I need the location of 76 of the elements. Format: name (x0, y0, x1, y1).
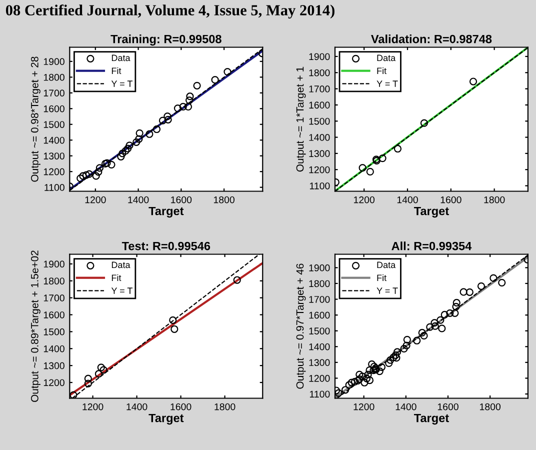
y-tick-label: 1500 (309, 328, 330, 334)
x-tick-label: 1600 (171, 196, 192, 204)
x-tick-label: 1800 (480, 403, 501, 410)
y-tick-label: 1500 (44, 328, 64, 336)
legend-label: Fit (377, 274, 386, 282)
x-tick-label: 1800 (214, 196, 234, 204)
y-tick-label: 1300 (309, 150, 330, 158)
y-tick-label: 1400 (44, 345, 64, 352)
y-tick-label: 1900 (44, 260, 64, 268)
y-tick-label: 1800 (309, 280, 330, 288)
legend-label: Y = T (376, 288, 398, 294)
y-tick-label: 1200 (309, 374, 330, 382)
y-tick-label: 1400 (309, 343, 330, 350)
y-tick-label: 1400 (309, 134, 330, 141)
legend-label: Fit (377, 67, 386, 74)
y-tick-label: 1400 (44, 136, 64, 144)
y-axis-title: Output ~= 1*Target + 1 (296, 66, 306, 172)
y-tick-label: 1200 (309, 166, 330, 174)
x-axis-title: Target (148, 206, 184, 218)
chart-title: All: R=0.99354 (392, 242, 472, 250)
y-tick-label: 1600 (44, 311, 64, 318)
y-tick-label: 1600 (309, 102, 330, 109)
y-tick-label: 1500 (44, 121, 64, 128)
text: 08 Certified Journal, Volume 4, Issue 5, May 2014) (6, 4, 334, 19)
legend-label: Data (377, 262, 396, 268)
legend-label: Fit (112, 274, 122, 282)
x-axis-title: Target (414, 206, 449, 218)
x-tick-label: 1600 (438, 403, 458, 410)
legend-label: Y = T (376, 80, 398, 87)
x-axis-title: Target (148, 414, 184, 425)
x-tick-label: 1400 (126, 403, 148, 410)
legend-label: Data (112, 262, 130, 268)
x-tick-label: 1400 (397, 196, 418, 204)
x-tick-label: 1400 (128, 196, 149, 204)
x-tick-label: 1600 (440, 196, 462, 204)
y-tick-label: 1700 (44, 294, 64, 302)
legend-label: Y = T (111, 288, 133, 294)
x-tick-label: 1800 (484, 196, 505, 204)
x-tick-label: 1200 (85, 196, 106, 204)
x-tick-label: 1400 (396, 403, 416, 410)
y-tick-label: 1900 (309, 264, 330, 272)
x-tick-label: 1200 (354, 196, 375, 204)
y-tick-label: 1800 (309, 69, 330, 76)
y-tick-label: 1800 (44, 74, 64, 81)
y-tick-label: 1800 (44, 278, 64, 284)
x-tick-label: 1200 (82, 403, 104, 410)
y-tick-label: 1600 (44, 105, 64, 112)
legend-label: Data (377, 54, 396, 62)
y-tick-label: 1600 (309, 312, 330, 319)
x-tick-label: 1200 (354, 403, 374, 410)
y-tick-label: 1300 (309, 359, 330, 366)
y-axis-title: Output ~= 0.98*Target + 28 (30, 56, 40, 182)
y-tick-label: 1100 (310, 182, 330, 190)
chart-title: Test: R=0.99546 (122, 242, 210, 250)
chart-title: Validation: R=0.98748 (371, 34, 492, 44)
y-tick-label: 1700 (44, 90, 64, 97)
y-tick-label: 1100 (44, 184, 64, 191)
y-axis-title: Output ~= 0.89*Target + 1.5e+02 (30, 250, 40, 402)
y-tick-label: 1200 (44, 379, 64, 386)
x-axis-title: Target (414, 414, 449, 425)
y-tick-label: 1300 (44, 152, 64, 160)
y-tick-label: 1500 (309, 118, 330, 125)
y-tick-label: 1700 (309, 296, 330, 303)
x-tick-label: 1600 (170, 403, 192, 410)
legend-label: Y = T (111, 80, 133, 87)
y-tick-label: 1300 (44, 362, 64, 370)
y-tick-label: 1100 (310, 390, 330, 398)
y-tick-label: 1200 (44, 168, 64, 176)
chart-title: Training: R=0.99508 (110, 34, 222, 46)
y-tick-label: 1700 (309, 86, 330, 92)
y-tick-label: 1900 (44, 58, 64, 66)
y-tick-label: 1900 (309, 53, 330, 60)
x-tick-label: 1800 (214, 403, 236, 410)
y-axis-title: Output ~= 0.97*Target + 46 (296, 264, 306, 389)
legend-label: Fit (112, 67, 122, 74)
legend-label: Data (112, 54, 130, 62)
